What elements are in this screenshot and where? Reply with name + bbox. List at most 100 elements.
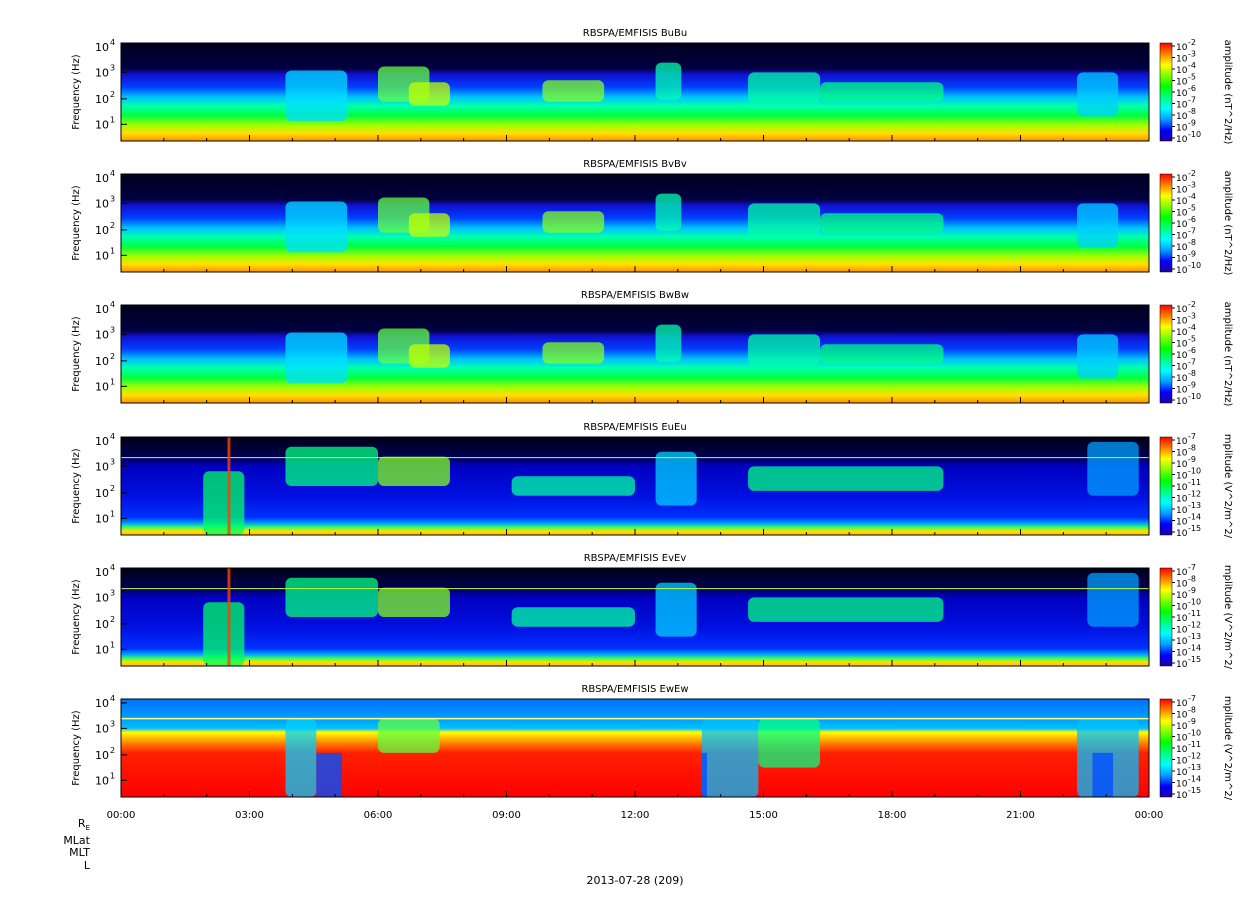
colorbar-tick-label: 10 [1176,495,1188,505]
colorbar-tick-label: 10 [1176,626,1188,636]
colorbar-tick-label: 10 [1176,374,1188,384]
emission-region [408,213,450,237]
colorbar-tick-label: 10 [1176,135,1188,145]
colorbar-tick-label: 10 [1176,591,1188,601]
x-tick-label: 15:00 [749,810,778,821]
colorbar-tick-label: 10 [1176,351,1188,361]
emission-region [408,82,450,106]
colorbar-tick-exponent: -5 [1188,73,1196,82]
date-label: 2013-07-28 (209) [586,874,684,887]
x-tick-label: 00:00 [1135,810,1164,821]
x-tick-label: 06:00 [364,810,393,821]
emission-region [655,324,682,362]
ephemeris-labels: RE MLat MLT L [40,817,90,872]
colorbar-tick-label: 10 [1176,637,1188,647]
colorbar-tick-label: 10 [1176,186,1188,196]
colorbar-tick-label: 10 [1176,614,1188,624]
panel-title: RBSPA/EMFISIS BwBw [581,290,689,301]
colorbar-tick-exponent: -13 [1188,632,1201,641]
colorbar-tick-exponent: -4 [1188,61,1196,70]
y-tick-exponent: 4 [110,169,115,178]
colorbar-tick-label: 10 [1176,340,1188,350]
colorbar-tick-label: 10 [1176,518,1188,528]
emission-region [820,213,944,233]
x-tick-label: 12:00 [621,810,650,821]
colorbar-tick-exponent: -8 [1188,575,1196,584]
emission-region [542,342,605,364]
emission-region [655,62,682,100]
colorbar-tick-exponent: -15 [1188,655,1201,664]
colorbar-tick-exponent: -7 [1188,227,1196,236]
colorbar-tick-label: 10 [1176,124,1188,134]
colorbar-tick-label: 10 [1176,43,1188,53]
y-tick-label: 10 [95,697,109,710]
y-tick-label: 10 [95,355,109,368]
colorbar [1159,567,1173,667]
y-tick-label: 10 [95,303,109,316]
y-tick-label: 10 [95,722,109,735]
colorbar-tick-exponent: -2 [1188,38,1196,47]
colorbar-tick-label: 10 [1176,580,1188,590]
colorbar-tick-exponent: -6 [1188,215,1196,224]
emission-region [285,201,348,253]
y-tick-label: 10 [95,66,109,79]
y-tick-label: 10 [95,487,109,500]
emission-region [1087,572,1139,627]
colorbar-tick-exponent: -10 [1188,130,1201,139]
y-tick-label: 10 [95,249,109,262]
x-tick-label: 21:00 [1006,810,1035,821]
colorbar-tick-exponent: -10 [1188,598,1201,607]
colorbar-tick-exponent: -9 [1188,381,1196,390]
colorbar-tick-exponent: -8 [1188,444,1196,453]
colorbar-tick-exponent: -9 [1188,119,1196,128]
y-tick-exponent: 2 [110,352,115,361]
colorbar-tick-label: 10 [1176,699,1188,709]
colorbar-tick-label: 10 [1176,437,1188,447]
colorbar-tick-exponent: -10 [1188,261,1201,270]
emission-region [820,344,944,364]
colorbar-tick-label: 10 [1176,506,1188,516]
colorbar [1159,304,1173,404]
colorbar-tick-exponent: -3 [1188,50,1196,59]
y-tick-exponent: 2 [110,484,115,493]
y-tick-exponent: 1 [110,115,115,124]
colorbar-label: amplitude (nT^2/Hz) [1222,171,1233,276]
colorbar-label: amplitude (nT^2/Hz) [1222,40,1233,145]
colorbar-tick-label: 10 [1176,112,1188,122]
colorbar-tick-label: 10 [1176,363,1188,373]
colorbar-tick-label: 10 [1176,220,1188,230]
emission-region [820,82,944,102]
emission-region [748,203,821,235]
y-tick-exponent: 4 [110,38,115,47]
colorbar-tick-exponent: -9 [1188,250,1196,259]
colorbar-tick-label: 10 [1176,780,1188,790]
colorbar [1159,173,1173,273]
y-tick-exponent: 4 [110,694,115,703]
emission-region [1077,334,1119,379]
colorbar-tick-label: 10 [1176,243,1188,253]
emission-region [378,718,440,753]
colorbar-tick-exponent: -9 [1188,455,1196,464]
y-axis-label: Frequency (Hz) [71,710,82,786]
colorbar-tick-exponent: -11 [1188,609,1201,618]
y-tick-label: 10 [95,460,109,473]
colorbar-label: mplitude (V^2/m^2/ [1222,434,1233,539]
y-axis-label: Frequency (Hz) [71,185,82,261]
colorbar-tick-label: 10 [1176,568,1188,578]
colorbar-tick-label: 10 [1176,397,1188,407]
spectrogram-image [121,699,1149,797]
y-tick-label: 10 [95,435,109,448]
colorbar-tick-label: 10 [1176,745,1188,755]
emission-region [203,602,245,666]
emission-region [748,72,821,104]
colorbar-tick-label: 10 [1176,711,1188,721]
y-tick-label: 10 [95,591,109,604]
y-tick-exponent: 3 [110,457,115,466]
y-axis-label: Frequency (Hz) [71,579,82,655]
colorbar-tick-label: 10 [1176,305,1188,315]
y-tick-label: 10 [95,618,109,631]
y-tick-label: 10 [95,512,109,525]
